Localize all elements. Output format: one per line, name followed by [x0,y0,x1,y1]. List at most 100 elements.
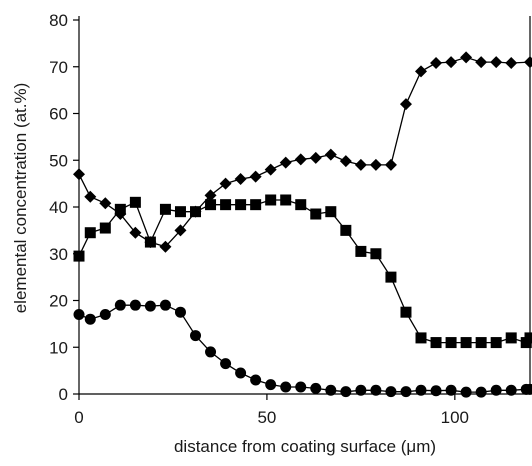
data-point-square [220,199,232,211]
data-point-circle [84,313,96,325]
data-point-circle [460,386,472,398]
y-tick-label: 50 [49,151,68,170]
data-point-square [265,194,277,206]
series-circle [73,299,532,398]
data-point-circle [430,385,442,397]
data-point-circle [505,384,517,396]
y-tick-label: 20 [49,292,68,311]
data-point-diamond [249,170,262,183]
y-tick-label: 60 [49,105,68,124]
data-point-square [475,337,487,349]
data-point-square [400,306,412,318]
data-point-circle [415,384,427,396]
data-point-circle [310,382,322,394]
data-point-diamond [204,189,217,202]
data-point-diamond [430,57,443,70]
series-layer [73,51,532,398]
y-tick-label: 80 [49,11,68,30]
data-point-circle [114,299,126,311]
data-point-circle [340,386,352,398]
data-point-diamond [384,158,397,171]
data-point-square [505,332,517,344]
data-point-diamond [73,168,85,181]
data-point-circle [235,367,247,379]
x-tick-label: 50 [257,408,276,427]
data-point-square [310,208,322,220]
data-point-circle [190,330,202,342]
data-point-diamond [174,224,187,237]
data-point-square [250,199,262,211]
data-point-diamond [505,57,518,70]
data-point-diamond [129,226,142,239]
data-point-square [235,199,247,211]
data-point-circle [385,386,397,398]
x-tick-label: 0 [74,408,83,427]
data-point-square [280,194,292,206]
data-point-circle [144,300,156,312]
data-point-diamond [234,172,247,185]
data-point-square [325,206,337,218]
data-point-square [159,203,171,215]
data-point-diamond [354,158,367,171]
data-point-diamond [339,155,352,168]
data-point-square [99,222,111,234]
data-point-diamond [294,153,307,166]
data-point-circle [280,381,292,393]
data-point-circle [265,379,277,391]
data-point-square [524,332,532,344]
data-point-diamond [309,151,322,164]
data-point-diamond [445,56,458,69]
data-point-circle [129,299,141,311]
data-point-diamond [84,190,97,203]
y-tick-label: 70 [49,58,68,77]
data-point-circle [370,384,382,396]
data-point-circle [490,384,502,396]
data-point-circle [445,384,457,396]
data-point-square [144,236,156,248]
data-point-square [385,271,397,283]
data-point-square [490,337,502,349]
data-point-diamond [524,56,532,69]
y-tick-label: 0 [59,385,68,404]
y-axis-title: elemental concentration (at.%) [11,83,30,314]
data-point-diamond [99,197,112,210]
data-point-square [114,203,126,215]
data-point-diamond [159,240,172,253]
data-point-circle [73,309,85,321]
data-point-diamond [415,65,428,78]
data-point-circle [475,386,487,398]
data-point-square [355,245,367,257]
data-point-diamond [369,158,382,171]
data-point-square [129,196,141,208]
data-point-square [370,248,382,260]
tick-layer: 0 10 20 30 40 50 60 70 80 0 50 100 [49,11,469,427]
data-point-square [174,206,186,218]
data-point-square [73,250,85,262]
data-point-square [430,337,442,349]
data-point-diamond [324,148,337,161]
data-point-square [205,199,217,211]
data-point-circle [174,306,186,318]
data-point-circle [524,383,532,395]
data-point-circle [325,384,337,396]
data-point-circle [205,346,217,358]
data-point-square [190,206,202,218]
data-point-square [415,332,427,344]
y-tick-label: 40 [49,198,68,217]
data-point-square [84,227,96,239]
data-point-circle [400,386,412,398]
data-point-diamond [279,156,292,169]
data-point-square [295,199,307,211]
data-point-circle [295,381,307,393]
data-point-square [460,337,472,349]
data-point-square [445,337,457,349]
series-square [73,194,532,349]
data-point-square [340,224,352,236]
data-point-diamond [264,163,277,176]
data-point-diamond [475,56,488,69]
data-point-diamond [460,51,473,64]
data-point-diamond [219,177,232,190]
data-point-circle [250,374,262,386]
